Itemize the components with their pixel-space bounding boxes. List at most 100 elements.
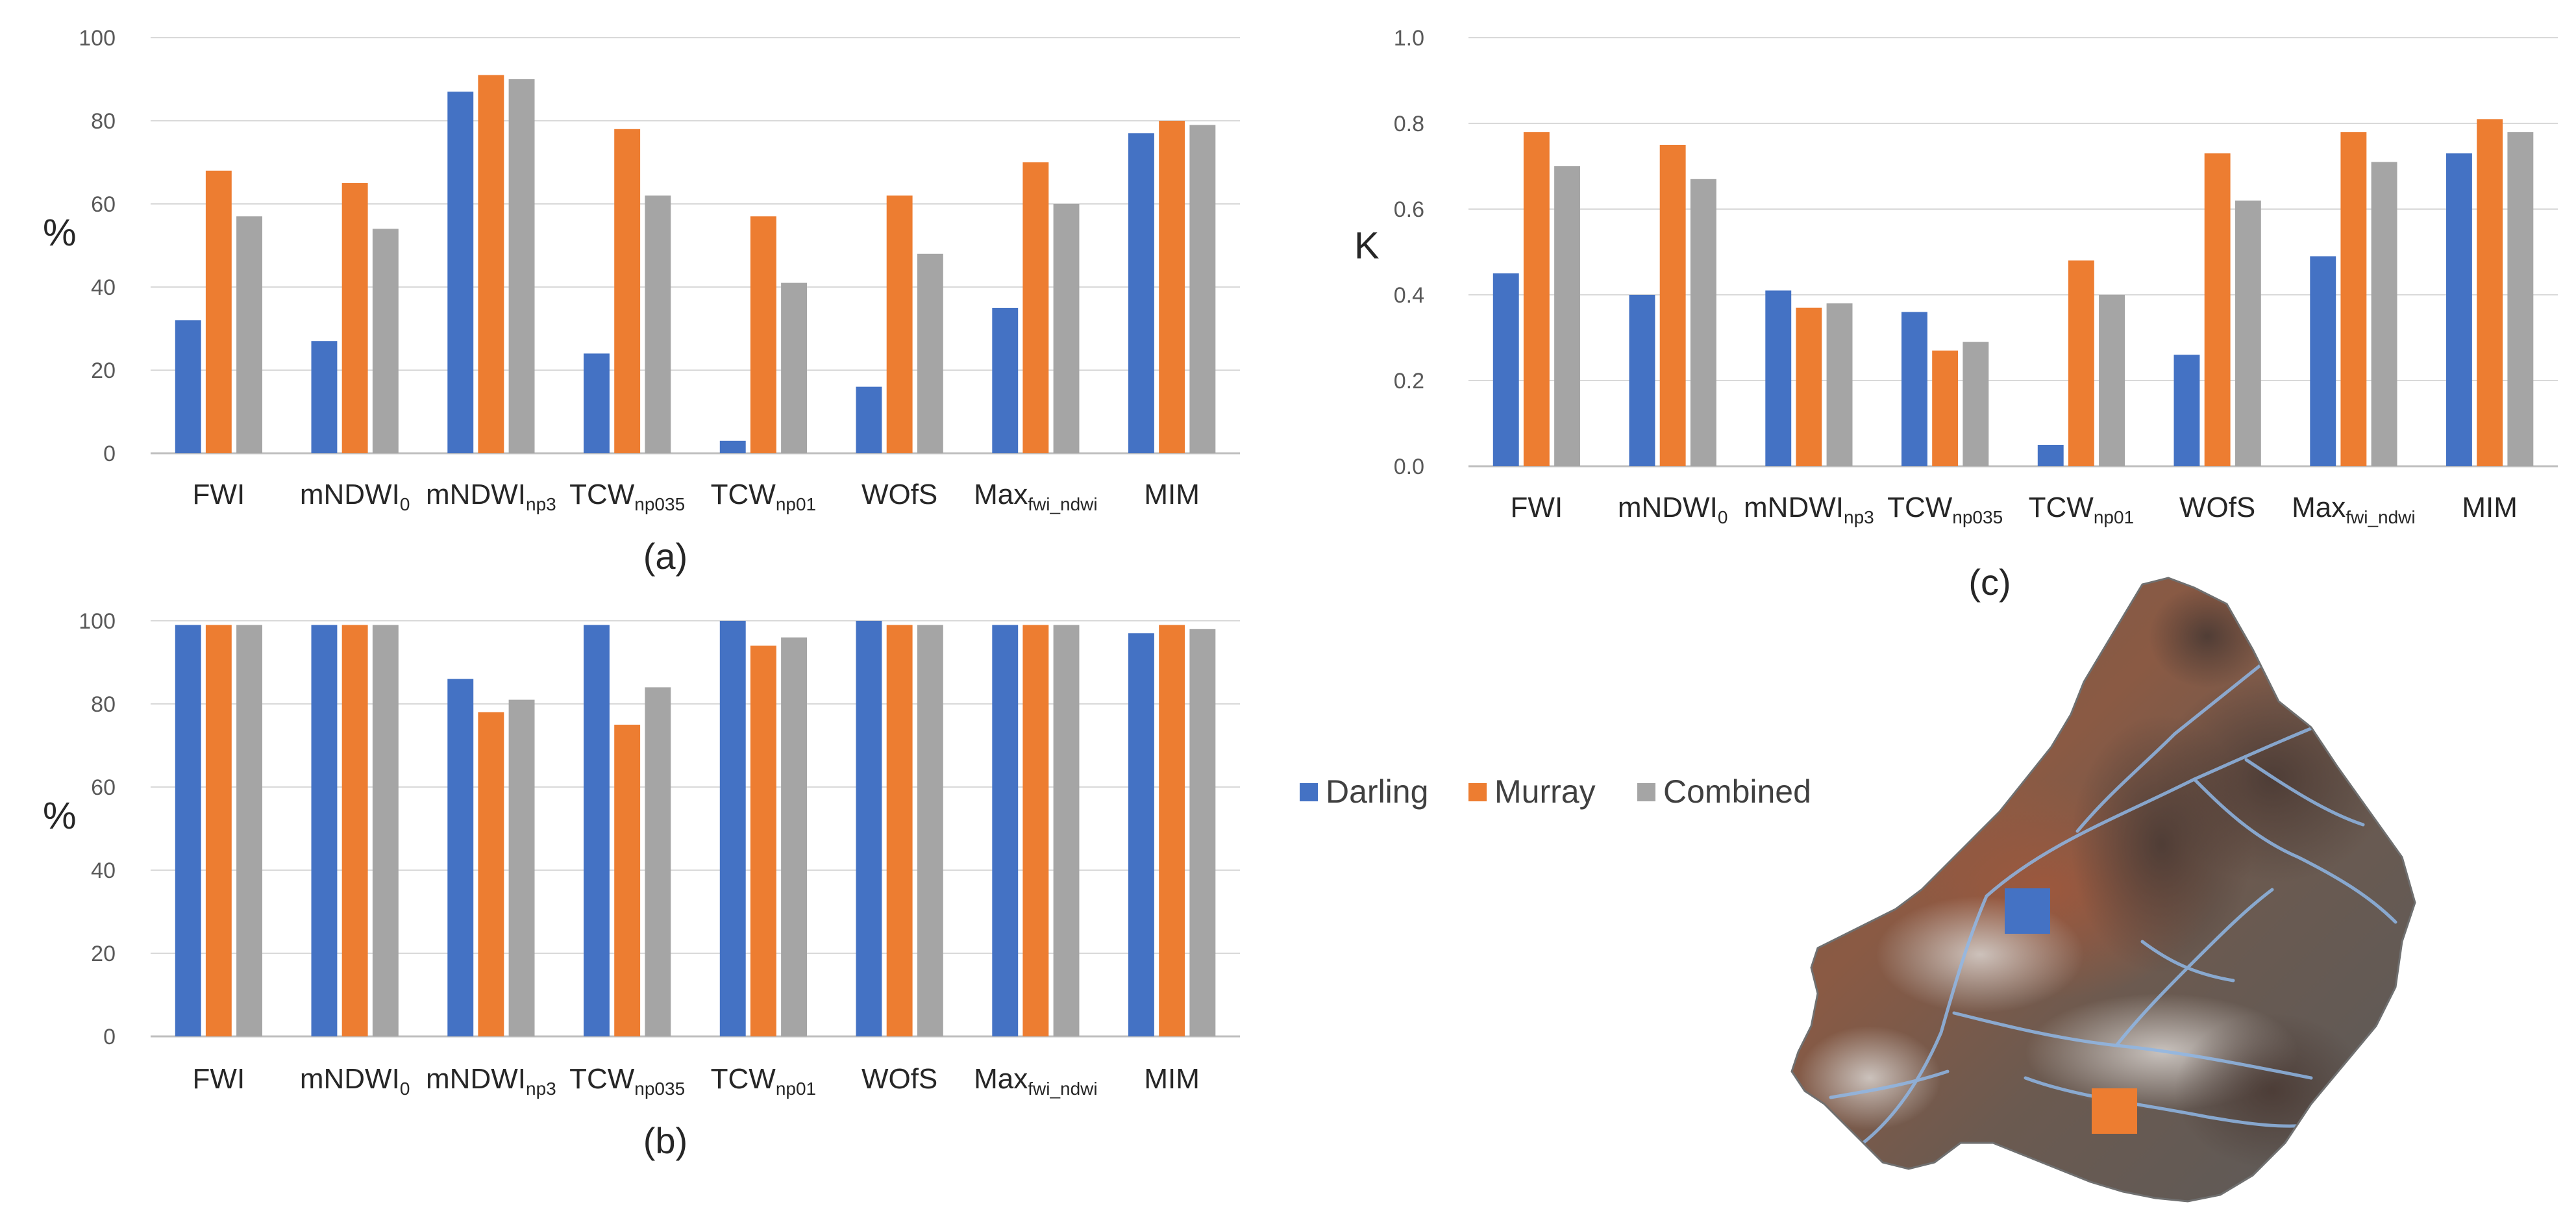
bar-darling-6	[856, 386, 882, 453]
bar-combined-5	[781, 282, 807, 453]
panel-label: (a)	[643, 536, 687, 577]
bar-murray-4	[614, 129, 641, 454]
bar-murray-6	[2204, 153, 2231, 466]
bar-darling-8	[1128, 133, 1154, 453]
bar-combined-8	[1189, 629, 1216, 1036]
category-label: WOfS	[861, 479, 937, 510]
panel-label: (c)	[1968, 562, 2011, 603]
y-tick-label: 0.4	[1394, 283, 1424, 308]
murray-site-marker	[2092, 1088, 2137, 1134]
y-tick-label: 0.0	[1394, 455, 1424, 479]
bar-darling-7	[992, 625, 1019, 1036]
bar-murray-8	[1159, 625, 1185, 1036]
bar-darling-1	[1492, 273, 1519, 466]
bar-murray-4	[614, 725, 641, 1036]
bar-combined-2	[372, 625, 399, 1036]
y-tick-label: 0.6	[1394, 197, 1424, 222]
bar-darling-7	[2310, 256, 2336, 466]
y-tick-label: 80	[91, 692, 116, 717]
panel-label: (b)	[643, 1120, 687, 1161]
bar-combined-6	[917, 253, 943, 453]
category-label: FWI	[193, 1063, 245, 1095]
bar-murray-8	[2477, 119, 2503, 466]
bar-darling-6	[856, 621, 882, 1036]
bar-darling-5	[719, 440, 746, 453]
legend-swatch-darling	[1300, 783, 1318, 801]
legend-label-combined: Combined	[1663, 773, 1811, 810]
category-label: mNDWI0	[300, 479, 410, 514]
category-label: mNDWInp3	[426, 479, 556, 514]
bar-combined-3	[1826, 303, 1853, 466]
bar-murray-1	[1523, 132, 1550, 466]
bar-darling-3	[447, 92, 474, 453]
bar-murray-5	[2068, 260, 2094, 466]
bar-combined-6	[917, 625, 943, 1036]
category-label: FWI	[193, 479, 245, 510]
darling-site-marker	[2005, 888, 2050, 934]
y-tick-label: 0	[103, 442, 116, 466]
bar-murray-4	[1932, 350, 1959, 466]
bar-darling-5	[2037, 445, 2064, 466]
bar-darling-3	[1765, 290, 1792, 466]
category-label: WOfS	[2179, 492, 2255, 523]
bar-murray-5	[750, 645, 776, 1036]
bar-darling-8	[1128, 633, 1154, 1036]
bar-murray-7	[1022, 625, 1049, 1036]
bar-darling-7	[992, 308, 1019, 453]
bar-murray-5	[750, 216, 776, 453]
y-tick-label: 60	[91, 775, 116, 800]
bar-combined-5	[781, 637, 807, 1036]
bar-combined-7	[1053, 625, 1080, 1036]
bar-murray-6	[886, 195, 913, 453]
bar-murray-3	[1796, 307, 1822, 466]
bar-darling-4	[584, 625, 610, 1036]
category-label: TCWnp035	[1887, 492, 2003, 527]
category-label: WOfS	[861, 1063, 937, 1095]
chart-a-omission-accuracy: 0 20 40 60 80 100% FWI mNDWI0 mNDWInp3 TCWnp035 TC…	[43, 26, 1240, 577]
y-tick-label: 60	[91, 192, 116, 217]
category-label: mNDWInp3	[426, 1063, 556, 1099]
bar-combined-8	[1189, 125, 1216, 453]
legend-swatch-murray	[1468, 783, 1487, 801]
y-tick-label: 100	[79, 609, 116, 634]
bar-combined-1	[236, 625, 262, 1036]
legend: Darling Murray Combined	[1300, 773, 1811, 810]
bar-combined-7	[2371, 162, 2397, 466]
bar-combined-3	[508, 79, 535, 453]
bar-combined-4	[645, 687, 671, 1036]
y-tick-label: 1.0	[1394, 26, 1424, 51]
y-tick-label: 100	[79, 26, 116, 51]
y-axis-label: %	[43, 212, 77, 254]
bar-murray-3	[478, 75, 504, 454]
category-label: mNDWI0	[1618, 492, 1728, 527]
bar-darling-1	[175, 625, 201, 1036]
bar-murray-8	[1159, 121, 1185, 453]
bar-combined-4	[1963, 342, 1989, 466]
bar-darling-1	[175, 320, 201, 453]
category-label: Maxfwi_ndwi	[974, 1063, 1098, 1099]
category-label: mNDWI0	[300, 1063, 410, 1099]
bar-combined-3	[508, 699, 535, 1036]
category-label: Maxfwi_ndwi	[2292, 492, 2416, 527]
bar-combined-7	[1053, 204, 1080, 453]
bar-darling-2	[1629, 295, 1655, 466]
y-tick-label: 20	[91, 942, 116, 966]
category-label: TCWnp035	[569, 1063, 685, 1099]
category-label: FWI	[1511, 492, 1563, 523]
legend-swatch-combined	[1637, 783, 1655, 801]
legend-label-murray: Murray	[1494, 773, 1596, 810]
y-tick-label: 40	[91, 858, 116, 883]
y-tick-label: 40	[91, 275, 116, 300]
bar-darling-5	[719, 621, 746, 1036]
bar-darling-2	[311, 341, 338, 453]
bar-darling-4	[584, 353, 610, 453]
bar-combined-2	[372, 229, 399, 453]
bar-murray-2	[1659, 145, 1686, 466]
bar-murray-7	[2340, 132, 2367, 466]
category-label: MIM	[1144, 479, 1200, 510]
category-label: MIM	[2462, 492, 2518, 523]
bar-darling-3	[447, 679, 474, 1036]
y-tick-label: 0.8	[1394, 112, 1424, 136]
category-label: MIM	[1144, 1063, 1200, 1095]
